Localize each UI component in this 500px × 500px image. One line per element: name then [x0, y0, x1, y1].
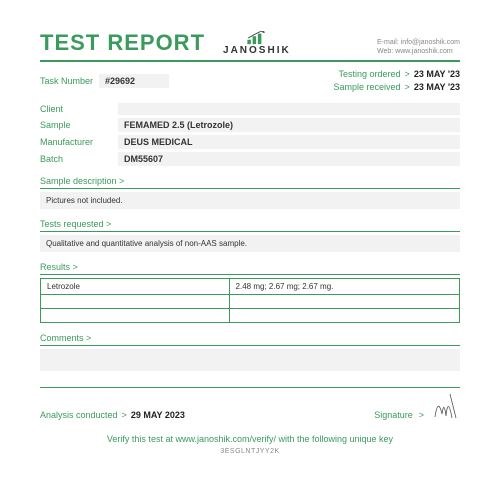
client-value — [118, 103, 460, 115]
section-title: Tests requested > — [40, 219, 460, 232]
caret-icon: > — [405, 81, 410, 94]
result-value — [229, 295, 459, 309]
signature-block: Signature > — [374, 392, 460, 420]
task-label: Task Number — [40, 76, 93, 86]
caret-icon: > — [419, 410, 424, 420]
received-date: 23 MAY '23 — [414, 81, 460, 94]
task-block: Task Number #29692 — [40, 68, 169, 93]
section-title: Comments > — [40, 333, 460, 346]
table-row — [41, 295, 460, 309]
email-label: E-mail: — [377, 39, 399, 46]
batch-value: DM55607 — [118, 152, 460, 166]
footer-row: Analysis conducted > 29 MAY 2023 Signatu… — [40, 387, 460, 420]
table-row — [41, 309, 460, 323]
result-name: Letrozole — [41, 279, 230, 295]
sample-label: Sample — [40, 120, 118, 130]
results-table: Letrozole 2.48 mg; 2.67 mg; 2.67 mg. — [40, 278, 460, 323]
result-value: 2.48 mg; 2.67 mg; 2.67 mg. — [229, 279, 459, 295]
section-body: Pictures not included. — [40, 192, 460, 209]
result-name — [41, 295, 230, 309]
caret-icon: > — [122, 410, 127, 420]
manufacturer-label: Manufacturer — [40, 137, 118, 147]
meta-row: Task Number #29692 Testing ordered > 23 … — [40, 68, 460, 93]
analysis-block: Analysis conducted > 29 MAY 2023 — [40, 410, 185, 420]
comments-section: Comments > — [40, 333, 460, 371]
section-body: Qualitative and quantitative analysis of… — [40, 235, 460, 252]
result-name — [41, 309, 230, 323]
caret-icon: > — [405, 68, 410, 81]
ordered-label: Testing ordered — [339, 68, 401, 81]
info-block: Client Sample FEMAMED 2.5 (Letrozole) Ma… — [40, 103, 460, 166]
received-label: Sample received — [334, 81, 401, 94]
table-row: Letrozole 2.48 mg; 2.67 mg; 2.67 mg. — [41, 279, 460, 295]
report-title: TEST REPORT — [40, 30, 205, 56]
brand-logo: JANOSHIK — [223, 31, 291, 56]
section-title: Results > — [40, 262, 460, 275]
dates-block: Testing ordered > 23 MAY '23 Sample rece… — [334, 68, 461, 93]
tests-requested-section: Tests requested > Qualitative and quanti… — [40, 219, 460, 252]
signature-label: Signature — [374, 410, 413, 420]
client-label: Client — [40, 104, 118, 114]
verify-key: 3ESGLNTJYY2K — [40, 448, 460, 455]
result-value — [229, 309, 459, 323]
verify-text: Verify this test at www.janoshik.com/ver… — [40, 434, 460, 444]
contact-block: E-mail: info@janoshik.com Web: www.janos… — [377, 38, 460, 56]
web-value: www.janoshik.com — [395, 48, 453, 55]
manufacturer-value: DEUS MEDICAL — [118, 135, 460, 149]
email-value: info@janoshik.com — [401, 39, 460, 46]
sample-value: FEMAMED 2.5 (Letrozole) — [118, 118, 460, 132]
analysis-date: 29 MAY 2023 — [131, 410, 185, 420]
sample-description-section: Sample description > Pictures not includ… — [40, 176, 460, 209]
web-label: Web: — [377, 48, 393, 55]
batch-label: Batch — [40, 154, 118, 164]
verify-block: Verify this test at www.janoshik.com/ver… — [40, 434, 460, 455]
results-section: Results > Letrozole 2.48 mg; 2.67 mg; 2.… — [40, 262, 460, 323]
header: TEST REPORT JANOSHIK E-mail: info@janosh… — [40, 30, 460, 62]
task-number: #29692 — [99, 74, 169, 88]
bars-icon — [246, 31, 268, 45]
ordered-date: 23 MAY '23 — [414, 68, 460, 81]
signature-icon — [430, 392, 460, 420]
analysis-label: Analysis conducted — [40, 410, 118, 420]
section-body — [40, 349, 460, 371]
section-title: Sample description > — [40, 176, 460, 189]
brand-name: JANOSHIK — [223, 45, 291, 56]
